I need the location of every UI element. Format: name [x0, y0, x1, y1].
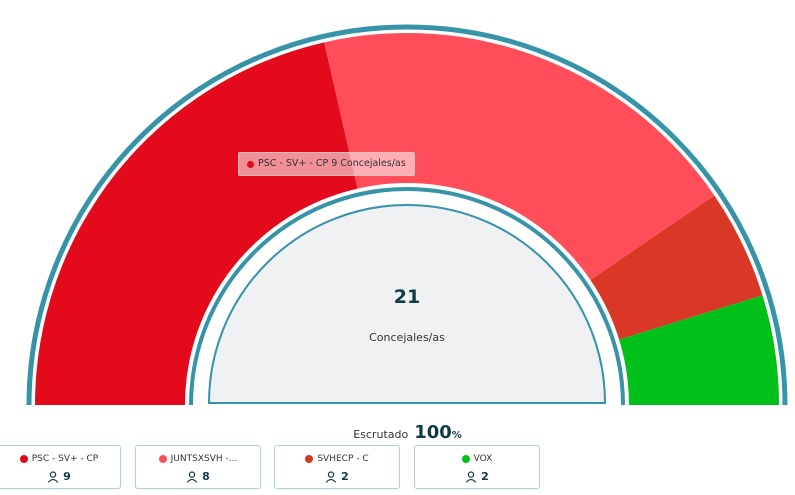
party-color-dot	[461, 455, 470, 463]
tooltip-unit: Concejales/as	[340, 158, 406, 169]
seat-slice	[590, 195, 763, 340]
scrutiny-unit: %	[451, 430, 462, 441]
party-color-dot	[305, 455, 314, 463]
party-name: SVHECP - C	[317, 454, 369, 464]
party-card[interactable]: VOX 2	[414, 445, 540, 489]
party-card-seats: 2	[275, 470, 399, 483]
party-card[interactable]: JUNTSXSVH -... 8	[135, 445, 261, 489]
chart-tooltip: PSC - SV+ - CP 9 Concejales/as	[238, 152, 415, 176]
party-cards: PSC - SV+ - CP 9 JUNTSXSVH -... 8 SVHECP…	[0, 445, 795, 491]
scrutiny-value-wrap: 100%	[414, 422, 462, 443]
tooltip-party: PSC - SV+ - CP	[258, 158, 329, 169]
party-card[interactable]: PSC - SV+ - CP 9	[0, 445, 121, 489]
user-icon	[48, 470, 59, 483]
party-card-seats: 9	[0, 470, 120, 483]
party-color-dot	[158, 455, 167, 463]
user-icon	[187, 470, 198, 483]
party-card-name: SVHECP - C	[275, 454, 399, 464]
party-seats: 8	[202, 470, 210, 483]
seat-slice	[619, 295, 779, 405]
outer-ring	[26, 24, 788, 406]
party-name: VOX	[473, 454, 493, 464]
user-icon	[466, 470, 477, 483]
party-card-name: PSC - SV+ - CP	[0, 454, 120, 464]
party-name: JUNTSXSVH -...	[170, 454, 238, 464]
party-card-name: VOX	[415, 454, 539, 464]
total-seats: 21	[393, 286, 421, 308]
party-color-dot	[19, 455, 28, 463]
party-seats: 9	[63, 470, 71, 483]
party-name: PSC - SV+ - CP	[31, 454, 99, 464]
seat-slice	[324, 32, 715, 280]
user-icon	[326, 470, 337, 483]
scrutiny-value: 100	[414, 422, 452, 443]
party-card[interactable]: SVHECP - C 2	[274, 445, 400, 489]
tooltip-color-dot	[247, 160, 254, 168]
party-seats: 2	[341, 470, 349, 483]
party-seats: 2	[481, 470, 489, 483]
scrutiny-label: Escrutado	[353, 428, 409, 441]
center-disc	[207, 204, 607, 404]
scrutiny-indicator: Escrutado 100%	[300, 422, 515, 443]
party-card-seats: 2	[415, 470, 539, 483]
seat-slice	[35, 42, 358, 406]
tooltip-seats: 9	[331, 158, 338, 169]
party-card-seats: 8	[136, 470, 260, 483]
total-seats-label: Concejales/as	[369, 331, 445, 344]
party-card-name: JUNTSXSVH -...	[136, 454, 260, 464]
